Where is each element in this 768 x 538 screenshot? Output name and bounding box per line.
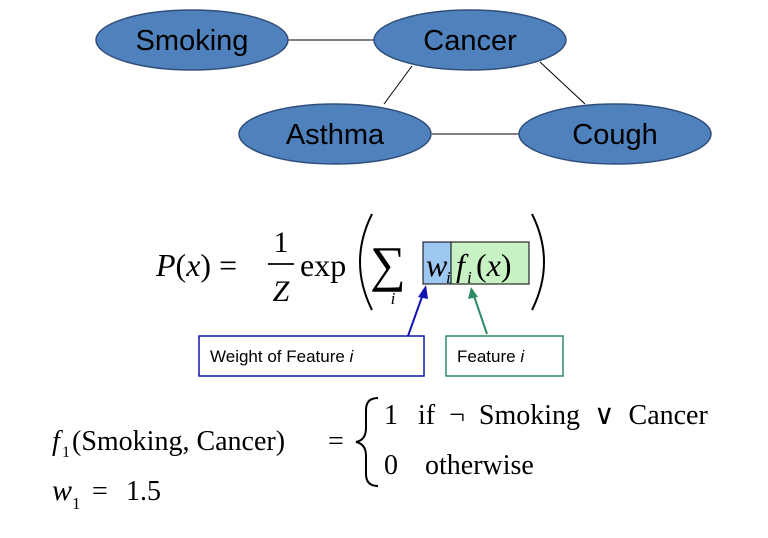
node-smoking: Smoking xyxy=(95,9,289,71)
node-cancer: Cancer xyxy=(373,9,567,71)
node-cough-label: Cough xyxy=(572,119,657,151)
weight-label-box: Weight of Feature i xyxy=(198,335,425,377)
formula-sum: ∑ xyxy=(370,236,406,292)
formula-feature-sub: i xyxy=(467,268,472,287)
feature-label-text: Feature xyxy=(457,347,520,366)
left-big-paren xyxy=(359,213,373,311)
probability-formula: P(x) = 1 Z exp ∑ i w i f i (x) xyxy=(155,213,545,311)
formula-sum-index: i xyxy=(391,289,396,308)
svg-text:Weight of Feature i: Weight of Feature i xyxy=(210,347,355,366)
feature-def-equals: = xyxy=(328,426,344,457)
weight-arrow xyxy=(407,285,428,337)
weight-definition: w 1 = 1.5 xyxy=(52,474,161,513)
formula-lhs: P(x) = xyxy=(155,247,237,283)
weight-def-sub: 1 xyxy=(72,494,81,513)
weight-label-text: Weight of Feature xyxy=(210,347,350,366)
weight-def-equals: = xyxy=(92,476,108,507)
formula-frac-den: Z xyxy=(273,275,290,308)
feature-def-args: (Smoking, Cancer) xyxy=(72,426,285,457)
weight-def-value: 1.5 xyxy=(126,476,161,507)
weight-highlight xyxy=(422,241,452,285)
case1-value: 1 xyxy=(384,400,398,431)
formula-exp: exp xyxy=(300,247,346,283)
case1-condition: if ¬ Smoking ∨ Cancer xyxy=(418,400,708,431)
formula-frac-num: 1 xyxy=(274,226,289,259)
node-cancer-label: Cancer xyxy=(423,25,517,57)
svg-text:Feature i: Feature i xyxy=(457,347,525,366)
formula-feature-arg: (x) xyxy=(476,247,512,283)
node-asthma: Asthma xyxy=(238,103,432,165)
edge-cancer-cough xyxy=(539,61,586,105)
feature-def-sub: 1 xyxy=(62,444,70,461)
case2-condition: otherwise xyxy=(425,450,534,481)
cases-brace xyxy=(355,397,379,487)
formula-weight: w xyxy=(426,247,448,283)
formula-weight-sub: i xyxy=(446,268,451,287)
edge-cancer-asthma xyxy=(383,65,413,105)
feature-label-var: i xyxy=(520,347,525,366)
weight-label-var: i xyxy=(350,347,355,366)
node-smoking-label: Smoking xyxy=(136,25,249,57)
feature-highlight xyxy=(450,241,530,285)
node-cough: Cough xyxy=(518,103,712,165)
weight-def-w: w xyxy=(52,474,72,507)
feature-label-box: Feature i xyxy=(445,335,564,377)
right-big-paren xyxy=(531,213,545,311)
feature-arrow xyxy=(468,287,488,335)
feature-def-f: f xyxy=(52,426,63,457)
node-asthma-label: Asthma xyxy=(286,119,385,151)
case2-value: 0 xyxy=(384,450,398,481)
feature-definition: f 1 (Smoking, Cancer) = 1 if ¬ Smoking ∨… xyxy=(52,397,708,487)
